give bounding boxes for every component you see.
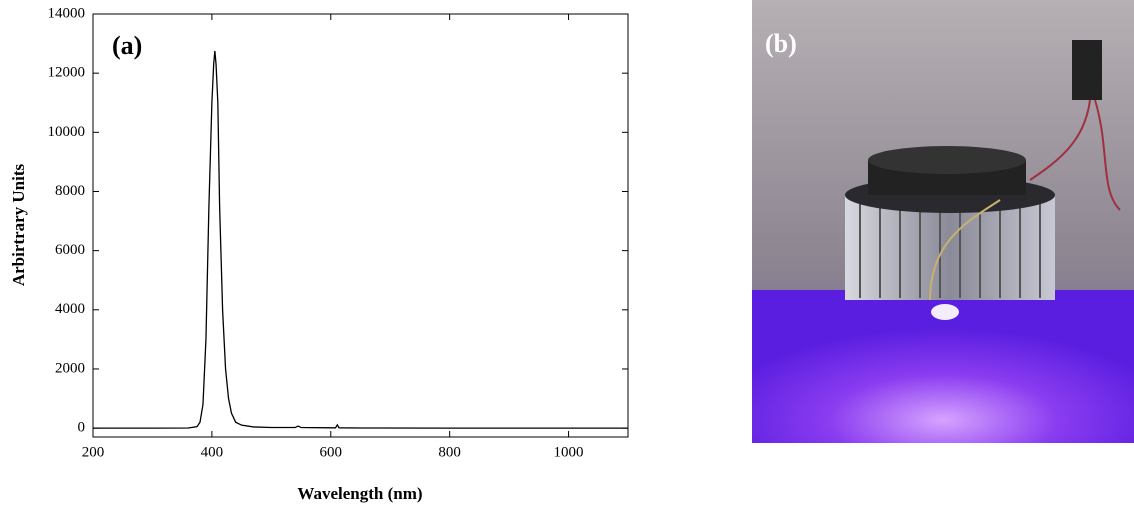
y-tick-label: 10000 [48,124,86,140]
y-tick-label: 2000 [55,360,85,376]
wires [1029,99,1121,211]
panel-label: (b) [765,29,797,58]
led [931,304,959,320]
photo: (b) [752,0,1134,443]
x-axis-label: Wavelength (nm) [297,484,422,503]
y-tick-label: 0 [78,420,86,436]
plot-frame [92,13,629,438]
x-tick-label: 400 [201,444,224,460]
housing-lid [868,146,1026,174]
x-tick-label: 1000 [554,444,584,460]
y-tick-label: 14000 [48,5,86,21]
x-tick-label: 600 [320,444,343,460]
spectrum-line [93,50,628,429]
wire [929,199,1001,301]
y-tick-label: 4000 [55,301,85,317]
panel-label: (a) [112,31,142,60]
y-tick-label: 12000 [48,65,86,81]
y-tick-label: 8000 [55,183,85,199]
x-tick-label: 800 [438,444,461,460]
y-tick-label: 6000 [55,242,85,258]
fin-lines [859,200,1041,298]
connector [1072,40,1102,100]
x-tick-label: 200 [82,444,105,460]
y-axis-label: Arbirtrary Units [9,163,28,286]
